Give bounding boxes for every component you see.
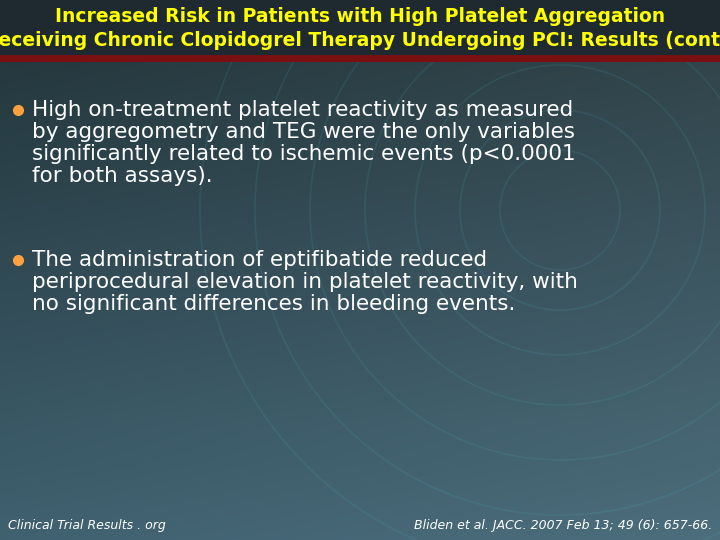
Bar: [0, 0, 720, 58]
Text: significantly related to ischemic events (p<0.0001: significantly related to ischemic events…: [32, 144, 575, 164]
Text: for both assays).: for both assays).: [32, 166, 212, 186]
Text: Bliden et al. JACC. 2007 Feb 13; 49 (6): 657-66.: Bliden et al. JACC. 2007 Feb 13; 49 (6):…: [414, 519, 712, 532]
Text: Receiving Chronic Clopidogrel Therapy Undergoing PCI: Results (cont.): Receiving Chronic Clopidogrel Therapy Un…: [0, 30, 720, 50]
Text: The administration of eptifibatide reduced: The administration of eptifibatide reduc…: [32, 250, 487, 270]
Text: periprocedural elevation in platelet reactivity, with: periprocedural elevation in platelet rea…: [32, 272, 578, 292]
Text: Clinical Trial Results . org: Clinical Trial Results . org: [8, 519, 166, 532]
Text: by aggregometry and TEG were the only variables: by aggregometry and TEG were the only va…: [32, 122, 575, 142]
Text: High on-treatment platelet reactivity as measured: High on-treatment platelet reactivity as…: [32, 100, 573, 120]
Text: Increased Risk in Patients with High Platelet Aggregation: Increased Risk in Patients with High Pla…: [55, 8, 665, 26]
Text: no significant differences in bleeding events.: no significant differences in bleeding e…: [32, 294, 516, 314]
